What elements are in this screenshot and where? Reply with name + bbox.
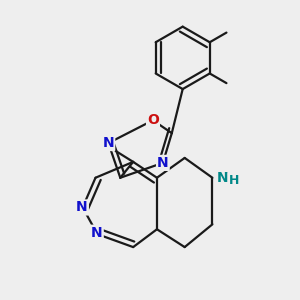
Text: N: N [91,226,103,240]
Text: N: N [76,200,88,214]
Text: N: N [157,156,169,170]
Text: H: H [229,174,239,187]
Text: O: O [147,113,159,127]
Text: N: N [217,171,229,185]
Text: N: N [103,136,114,150]
